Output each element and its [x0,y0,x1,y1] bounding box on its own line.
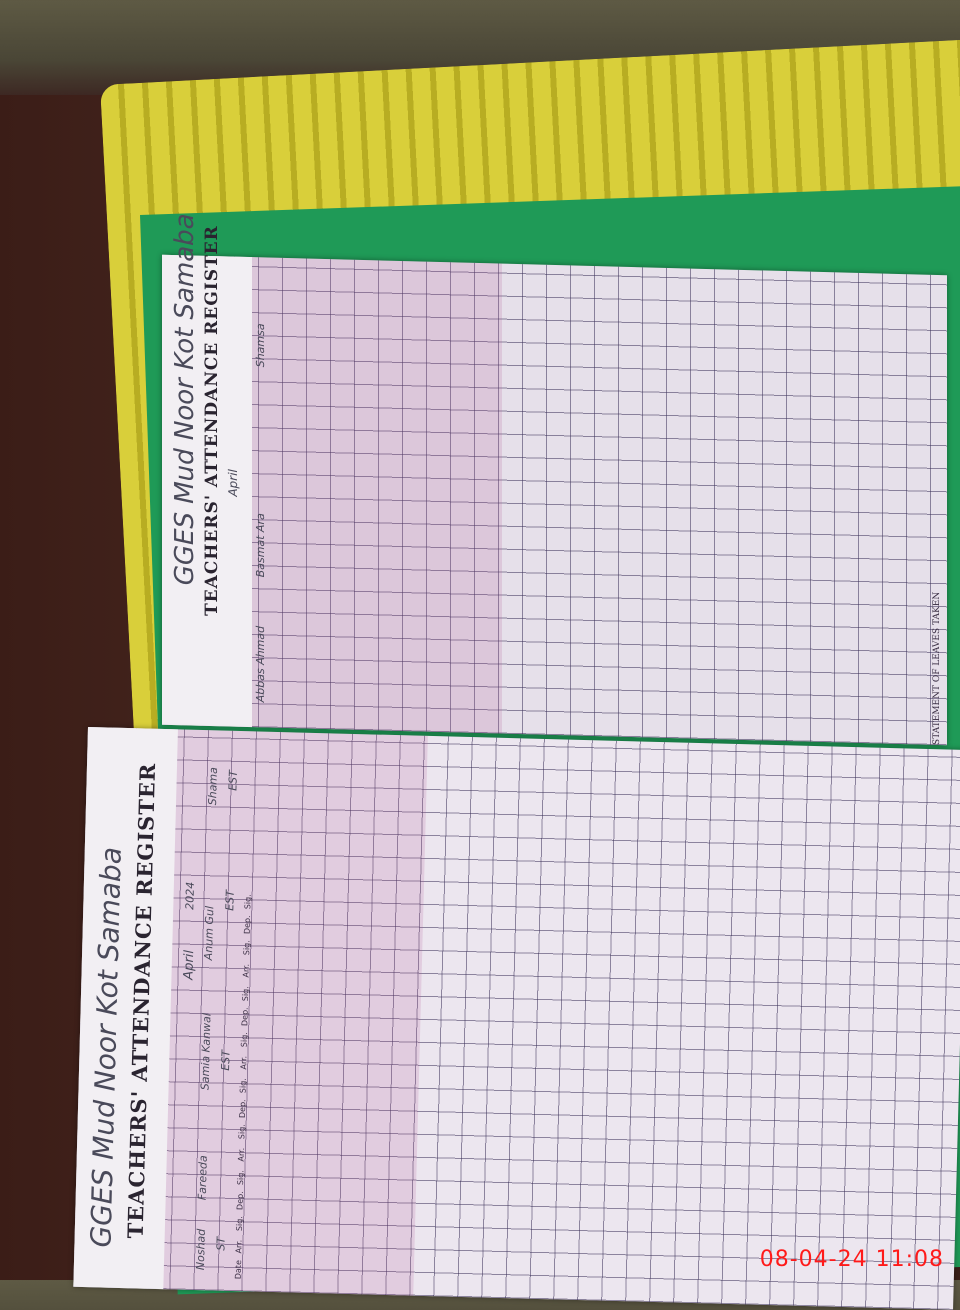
register-title: TEACHERS' ATTENDANCE REGISTER [202,224,222,617]
teacher-name: Basmat Ara [254,513,267,578]
register-bottom-page: GGES Mud Noor Kot Samaba TEACHERS' ATTEN… [73,727,960,1310]
camera-timestamp: 08-04-24 11:08 [759,1247,944,1272]
school-name: GGES Mud Noor Kot Samaba [170,212,200,586]
teacher-name: Abbas Ahmad [254,625,267,703]
teacher-name: Samia Kanwal [198,1012,214,1091]
leaves-statement-title: STATEMENT OF LEAVES TAKEN [932,591,942,746]
month: April [226,468,240,497]
teacher-name: Fareeda [195,1155,210,1201]
designation: ST [214,1236,228,1251]
month: April [181,949,198,980]
designation: EST [226,769,240,791]
designation: EST [223,889,237,911]
teacher-name: Shamsa [254,323,267,368]
teacher-name: Noshad [193,1228,208,1271]
year: 2024 [183,881,197,910]
teacher-name: Shama [205,766,220,806]
teacher-name: Anum Gul [201,905,217,961]
designation: EST [219,1049,233,1071]
register-top-page: GGES Mud Noor Kot Samaba TEACHERS' ATTEN… [162,213,947,746]
